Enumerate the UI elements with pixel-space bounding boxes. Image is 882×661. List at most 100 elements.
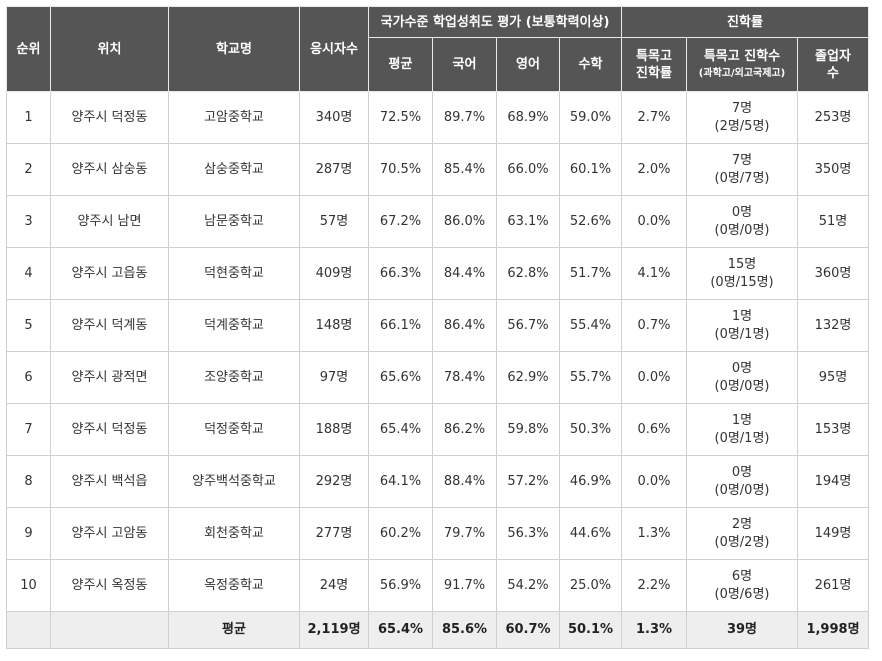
cell-korean: 84.4% [432,247,497,300]
cell-special-rate: 0.7% [621,299,687,352]
cell-special-count: 0명 (0명/0명) [686,195,798,248]
cell-average: 72.5% [368,91,433,144]
cell-special-count: 6명 (0명/6명) [686,559,798,612]
cell-average: 64.1% [368,455,433,508]
cell-math: 60.1% [559,143,622,196]
cell-graduates: 153명 [797,403,869,456]
cell-average: 60.2% [368,507,433,560]
header-location: 위치 [50,6,169,92]
cell-school: 조양중학교 [168,351,300,404]
special-count-total: 2명 [731,516,753,532]
table-row: 7 양주시 덕정동 덕정중학교 188명 65.4% 86.2% 59.8% 5… [6,403,869,456]
cell-graduates: 360명 [797,247,869,300]
cell-math: 50.3% [559,403,622,456]
cell-average: 66.1% [368,299,433,352]
avg-average: 65.4% [368,611,433,649]
avg-special-count: 39명 [686,611,798,649]
cell-korean: 86.2% [432,403,497,456]
cell-graduates: 132명 [797,299,869,352]
special-count-detail: (0명/0명) [714,378,770,394]
cell-rank: 9 [6,507,51,560]
cell-rank: 3 [6,195,51,248]
cell-english: 66.0% [496,143,560,196]
header-graduates-line2: 수 [827,65,839,81]
cell-special-rate: 2.7% [621,91,687,144]
special-count-total: 15명 [727,256,757,272]
cell-special-count: 7명 (2명/5명) [686,91,798,144]
special-count-detail: (2명/5명) [714,118,770,134]
cell-average: 65.6% [368,351,433,404]
cell-korean: 79.7% [432,507,497,560]
header-special-count-line1: 특목고 진학수 [703,48,781,64]
cell-english: 57.2% [496,455,560,508]
cell-examinees: 340명 [299,91,369,144]
cell-math: 51.7% [559,247,622,300]
special-count-total: 7명 [731,100,753,116]
cell-school: 덕정중학교 [168,403,300,456]
cell-school: 삼숭중학교 [168,143,300,196]
cell-rank: 4 [6,247,51,300]
avg-cell-location-empty [50,611,169,649]
cell-korean: 88.4% [432,455,497,508]
cell-math: 52.6% [559,195,622,248]
cell-examinees: 97명 [299,351,369,404]
special-count-detail: (0명/15명) [710,274,774,290]
avg-label: 평균 [168,611,300,649]
table-row: 6 양주시 광적면 조양중학교 97명 65.6% 78.4% 62.9% 55… [6,351,869,404]
cell-school: 남문중학교 [168,195,300,248]
cell-english: 56.7% [496,299,560,352]
special-count-detail: (0명/1명) [714,326,770,342]
table-row: 9 양주시 고암동 회천중학교 277명 60.2% 79.7% 56.3% 4… [6,507,869,560]
header-special-rate-line1: 특목고 [636,48,672,64]
cell-graduates: 149명 [797,507,869,560]
cell-english: 63.1% [496,195,560,248]
cell-examinees: 287명 [299,143,369,196]
cell-special-rate: 1.3% [621,507,687,560]
cell-rank: 8 [6,455,51,508]
cell-rank: 5 [6,299,51,352]
cell-average: 56.9% [368,559,433,612]
table-body: 1 양주시 덕정동 고암중학교 340명 72.5% 89.7% 68.9% 5… [6,91,869,649]
header-rank: 순위 [6,6,51,92]
cell-special-rate: 0.0% [621,351,687,404]
cell-examinees: 188명 [299,403,369,456]
cell-special-count: 0명 (0명/0명) [686,351,798,404]
cell-special-count: 7명 (0명/7명) [686,143,798,196]
header-special-rate: 특목고 진학률 [621,37,687,92]
cell-school: 덕현중학교 [168,247,300,300]
avg-cell-rank-empty [6,611,51,649]
cell-special-rate: 0.0% [621,195,687,248]
cell-graduates: 95명 [797,351,869,404]
table-row: 8 양주시 백석읍 양주백석중학교 292명 64.1% 88.4% 57.2%… [6,455,869,508]
cell-special-count: 2명 (0명/2명) [686,507,798,560]
cell-english: 62.8% [496,247,560,300]
header-average: 평균 [368,37,433,92]
cell-rank: 2 [6,143,51,196]
special-count-total: 6명 [731,568,753,584]
cell-graduates: 253명 [797,91,869,144]
cell-special-rate: 0.6% [621,403,687,456]
cell-korean: 86.0% [432,195,497,248]
cell-math: 44.6% [559,507,622,560]
cell-location: 양주시 백석읍 [50,455,169,508]
cell-special-count: 0명 (0명/0명) [686,455,798,508]
cell-special-rate: 4.1% [621,247,687,300]
cell-korean: 89.7% [432,91,497,144]
header-assessment-group: 국가수준 학업성취도 평가 (보통학력이상) [368,6,622,38]
special-count-detail: (0명/0명) [714,482,770,498]
cell-special-count: 15명 (0명/15명) [686,247,798,300]
header-graduates: 졸업자 수 [797,37,869,92]
special-count-total: 0명 [731,360,753,376]
special-count-detail: (0명/0명) [714,222,770,238]
header-special-count: 특목고 진학수 (과학고/외고국제고) [686,37,798,92]
cell-korean: 91.7% [432,559,497,612]
cell-average: 67.2% [368,195,433,248]
cell-rank: 10 [6,559,51,612]
cell-examinees: 148명 [299,299,369,352]
school-ranking-table: 순위 위치 학교명 응시자수 국가수준 학업성취도 평가 (보통학력이상) 진학… [6,6,869,649]
cell-english: 62.9% [496,351,560,404]
special-count-detail: (0명/7명) [714,170,770,186]
avg-english: 60.7% [496,611,560,649]
average-row: 평균 2,119명 65.4% 85.6% 60.7% 50.1% 1.3% 3… [6,611,869,649]
cell-graduates: 194명 [797,455,869,508]
